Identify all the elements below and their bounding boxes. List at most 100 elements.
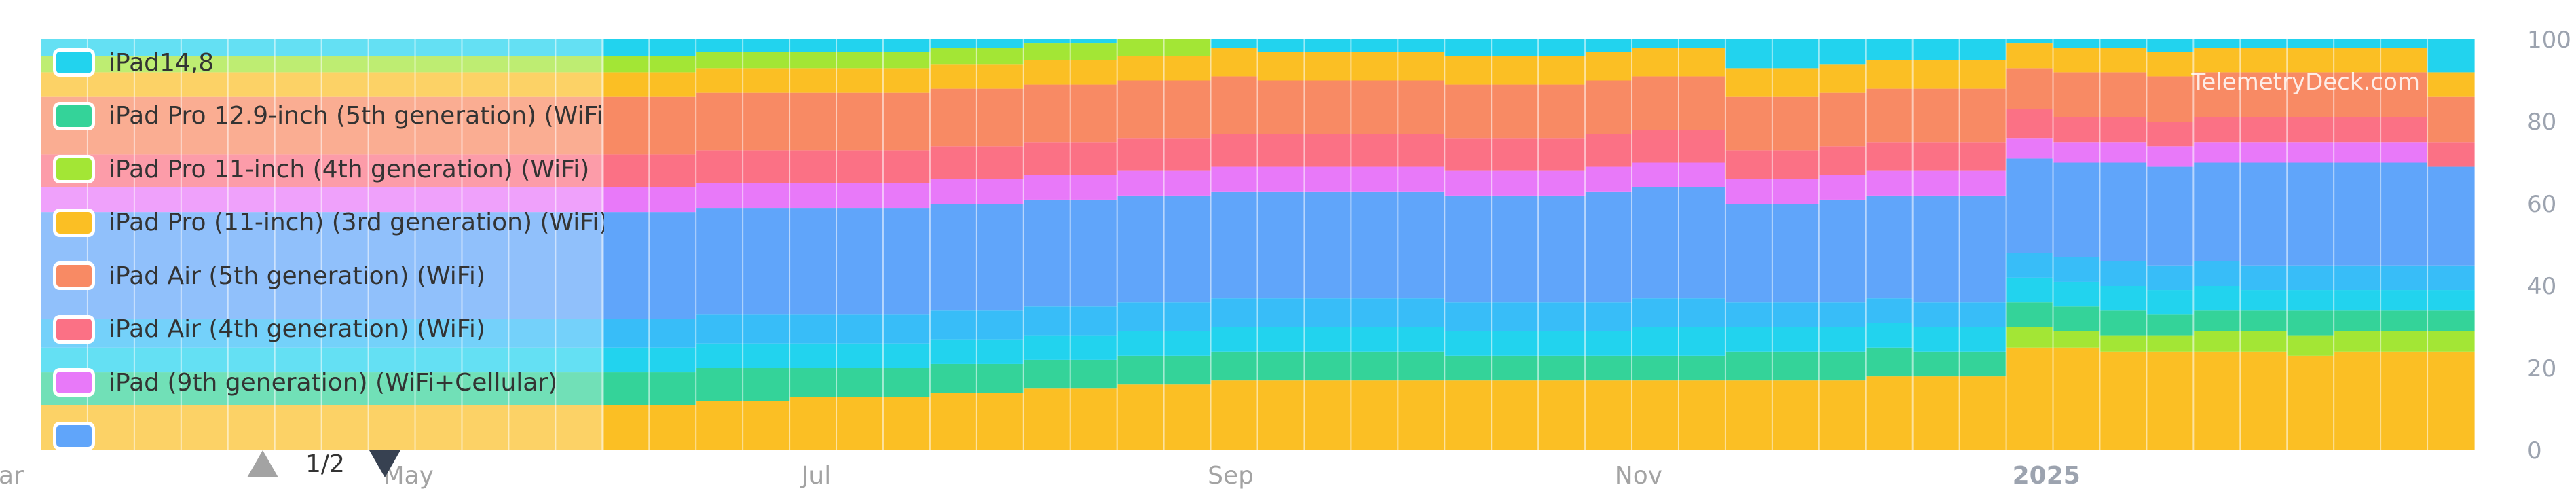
area-segment [274,96,322,155]
area-segment [2006,68,2054,109]
area-segment [2381,351,2428,450]
area-segment [929,339,977,364]
y-axis: 0 20 40 60 80 100 [2527,26,2571,465]
area-segment [2146,122,2194,147]
area-segment [743,208,790,315]
area-segment [2053,72,2101,117]
area-segment [836,397,884,450]
area-segment [1444,56,1492,85]
area-segment [1117,384,1165,450]
area-segment [1912,142,1960,171]
area-segment [1585,134,1632,167]
area-segment [274,319,322,348]
area-segment [929,204,977,311]
area-segment [2381,290,2428,311]
area-segment [274,72,322,97]
area-segment [555,187,603,213]
legend-item[interactable]: iPad14,8 [53,42,214,83]
area-segment [882,39,931,52]
area-segment [2193,142,2241,163]
area-segment [649,372,696,405]
legend-item[interactable]: iPad (9th generation) (WiFi+Cellular) [53,362,557,403]
area-segment [508,56,556,73]
area-segment [2099,286,2147,311]
area-segment [2006,109,2054,139]
area-segment [368,347,416,373]
area-segment [1398,134,1445,167]
area-segment [2099,117,2147,143]
area-segment [602,347,650,373]
area-segment [1257,327,1305,352]
area-segment [321,347,369,373]
legend-item[interactable]: iPad Pro 11-inch (4th generation) (WiFi) [53,149,589,189]
legend-item[interactable]: iPad Air (4th generation) (WiFi) [53,309,485,350]
area-segment [415,96,463,155]
area-segment [1117,302,1165,331]
area-segment [1912,376,1960,450]
area-segment [1959,302,2007,327]
legend-item[interactable]: iPad Pro 12.9-inch (5th generation) (WiF… [53,96,604,137]
area-segment [41,187,88,213]
area-segment [1117,39,1165,56]
area-segment [87,405,135,450]
x-tick-label: Nov [1615,462,1662,489]
area-segment [1351,327,1398,352]
area-segment [1585,191,1632,303]
area-segment [1865,60,1914,89]
area-segment [1538,39,1586,56]
area-segment [1632,130,1679,163]
area-segment [2193,39,2241,48]
area-segment [1304,380,1351,450]
area-segment [368,319,416,348]
area-segment [1351,134,1398,167]
area-segment [2193,286,2241,311]
area-segment [2006,253,2054,278]
area-segment [181,72,229,97]
x-tick-label: Mar [0,462,24,489]
area-segment [1585,355,1632,381]
area-segment [1632,298,1679,327]
area-segment [2240,351,2288,450]
area-segment [1818,327,1867,352]
x-tick-label: May [383,462,433,489]
legend-item[interactable] [53,416,109,451]
area-segment [976,146,1024,179]
legend-item[interactable]: iPad Air (5th generation) (WiFi) [53,255,485,296]
legend-label: iPad14,8 [109,48,214,77]
area-segment [929,39,977,48]
area-segment [602,372,650,405]
area-segment [602,72,650,97]
area-segment [2240,142,2288,163]
area-segment [1818,39,1867,65]
area-segment [1678,48,1726,77]
area-segment [743,39,790,52]
area-segment [836,39,884,52]
area-segment [1585,380,1632,450]
area-segment [789,150,837,183]
area-segment [1632,76,1679,130]
area-segment [2381,39,2428,48]
area-segment [2427,351,2475,450]
area-segment [2146,351,2194,450]
legend-item[interactable]: iPad Pro (11-inch) (3rd generation) (WiF… [53,202,604,243]
area-segment [321,72,369,97]
area-segment [1865,88,1914,143]
area-segment [555,372,603,405]
area-segment [696,343,743,368]
page-down-arrow-icon[interactable] [368,449,402,479]
area-segment [2146,39,2194,52]
area-segment [602,39,650,56]
area-segment [1818,64,1867,93]
series-8 [41,68,2475,155]
area-segment [1632,187,1679,299]
area-segment [1444,355,1492,381]
area-segment [1491,84,1539,139]
area-segment [1210,166,1258,192]
page-up-arrow-icon[interactable] [246,449,280,479]
area-segment [2334,290,2381,311]
x-tick-label: Jul [800,462,831,489]
area-segment [1444,331,1492,356]
area-segment [1678,298,1726,327]
area-segment [1023,335,1071,360]
area-segment [1585,80,1632,134]
